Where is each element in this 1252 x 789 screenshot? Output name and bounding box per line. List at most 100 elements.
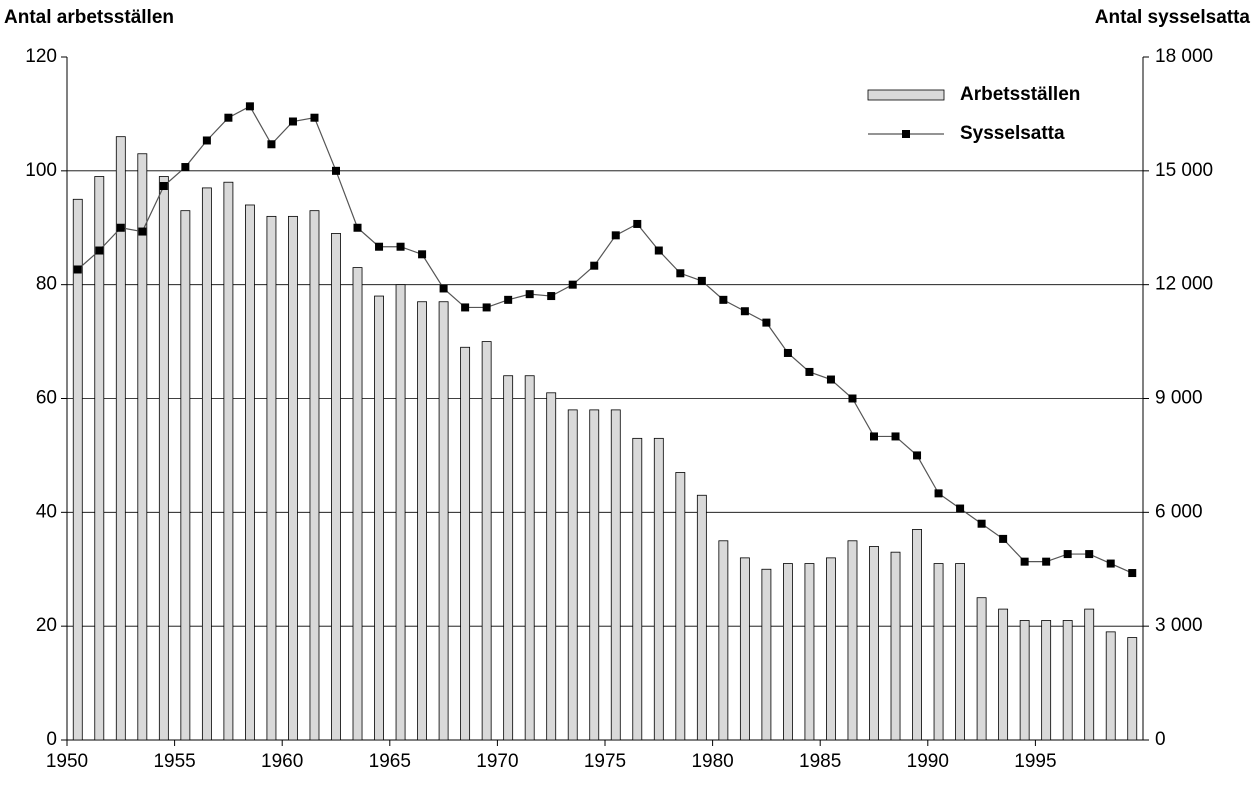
- marker: [826, 375, 835, 384]
- marker: [590, 261, 599, 270]
- y-tick-label: 80: [36, 274, 57, 295]
- marker: [1106, 559, 1115, 568]
- y2-tick-label: 15 000: [1155, 160, 1213, 181]
- marker: [181, 163, 190, 172]
- marker: [633, 219, 642, 228]
- marker: [547, 292, 556, 301]
- legend-swatch: [867, 89, 945, 101]
- marker: [1128, 569, 1137, 578]
- x-tick-label: 1995: [1014, 751, 1056, 772]
- y-axis-title: Antal arbetsställen: [4, 7, 174, 28]
- marker: [999, 534, 1008, 543]
- bar: [804, 563, 815, 741]
- bar: [395, 284, 406, 741]
- bar: [869, 546, 879, 741]
- marker: [1063, 550, 1072, 559]
- y-tick-label: 0: [46, 729, 57, 750]
- bar: [696, 494, 707, 741]
- marker: [762, 318, 771, 327]
- bar: [524, 375, 535, 741]
- bar: [245, 204, 255, 741]
- marker: [783, 348, 792, 357]
- x-tick-label: 1975: [584, 751, 626, 772]
- bar: [675, 472, 686, 741]
- bar: [632, 437, 643, 741]
- bar: [266, 215, 277, 741]
- marker: [1085, 550, 1094, 559]
- bar: [331, 233, 341, 741]
- bar: [72, 198, 83, 741]
- y2-tick-label: 0: [1155, 729, 1166, 750]
- bar: [998, 608, 1009, 741]
- marker: [202, 136, 211, 145]
- bar: [481, 341, 492, 741]
- marker: [461, 303, 470, 312]
- y2-tick-label: 3 000: [1155, 615, 1203, 636]
- marker: [891, 432, 900, 441]
- marker: [375, 242, 384, 251]
- marker: [654, 246, 663, 255]
- marker: [267, 140, 276, 149]
- bar: [718, 540, 729, 741]
- marker: [418, 250, 427, 259]
- marker: [913, 451, 922, 460]
- y-tick-label: 40: [36, 501, 57, 522]
- bar: [1127, 637, 1138, 741]
- y2-axis-title: Antal sysselsatta: [1095, 7, 1251, 28]
- bar: [460, 346, 471, 741]
- bar: [912, 529, 922, 741]
- bar: [352, 267, 363, 741]
- bar: [1019, 620, 1030, 741]
- x-tick-label: 1950: [46, 751, 88, 772]
- marker: [676, 269, 685, 278]
- y2-tick-label: 9 000: [1155, 388, 1203, 409]
- marker: [224, 113, 233, 122]
- bar: [890, 551, 901, 741]
- bar: [180, 210, 191, 741]
- marker: [396, 242, 405, 251]
- bar: [1041, 620, 1052, 741]
- bar: [438, 301, 449, 741]
- bar: [158, 176, 169, 741]
- y-tick-label: 120: [25, 46, 57, 67]
- marker: [288, 117, 297, 126]
- bar: [955, 563, 965, 741]
- bar: [847, 540, 858, 741]
- bar: [503, 375, 514, 741]
- bar: [201, 187, 212, 741]
- x-tick-label: 1960: [261, 751, 303, 772]
- legend-label: Sysselsatta: [960, 123, 1065, 144]
- marker: [138, 227, 147, 236]
- bar: [933, 563, 944, 741]
- marker: [353, 223, 362, 232]
- bar: [653, 437, 664, 741]
- bar: [567, 409, 578, 741]
- line: [77, 105, 1133, 574]
- marker: [159, 182, 168, 191]
- y-tick-label: 60: [36, 388, 57, 409]
- marker: [439, 284, 448, 293]
- marker: [697, 276, 706, 285]
- x-tick-label: 1985: [799, 751, 841, 772]
- bar: [288, 215, 298, 741]
- x-tick-label: 1965: [369, 751, 411, 772]
- x-tick-label: 1970: [476, 751, 518, 772]
- marker: [525, 290, 534, 299]
- bar: [374, 295, 384, 741]
- y2-tick-label: 12 000: [1155, 274, 1213, 295]
- marker: [956, 504, 965, 513]
- bar: [137, 153, 148, 741]
- marker: [116, 223, 125, 232]
- bar: [1062, 620, 1073, 741]
- bar: [546, 392, 557, 741]
- marker: [95, 246, 104, 255]
- marker: [504, 295, 513, 304]
- marker: [568, 280, 577, 289]
- y2-tick-label: 18 000: [1155, 46, 1213, 67]
- marker: [977, 519, 986, 528]
- bar: [610, 409, 621, 741]
- bar: [826, 557, 836, 741]
- bar: [223, 181, 234, 741]
- marker: [1020, 557, 1029, 566]
